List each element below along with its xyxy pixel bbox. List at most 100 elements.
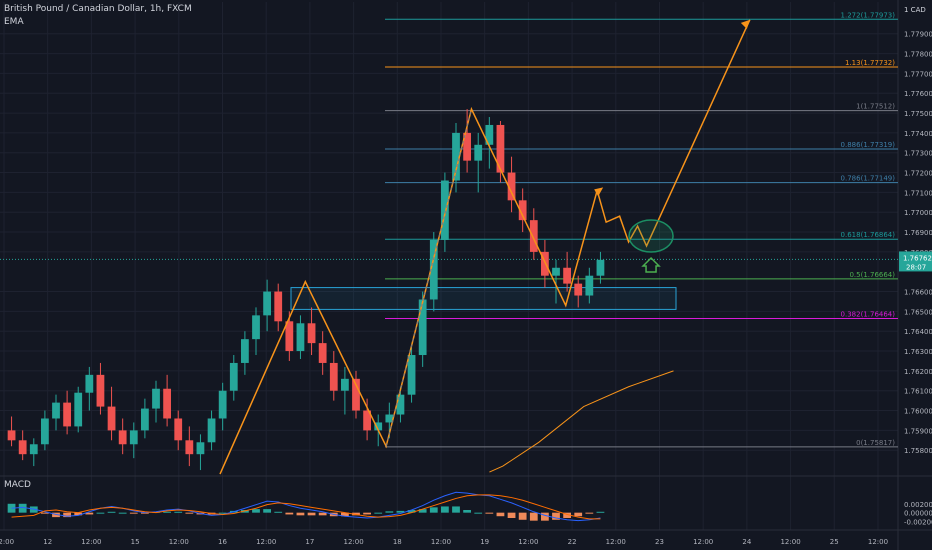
time-tick: 12:00 (256, 538, 276, 546)
candle-body (552, 267, 560, 276)
candle-body (352, 378, 360, 411)
macd-histogram-bar (429, 507, 438, 513)
time-tick: 12:00 (518, 538, 538, 546)
candle-body (596, 259, 605, 276)
price-tick: 1.75900 (904, 427, 932, 435)
candle-body (63, 402, 71, 427)
candle-body (18, 440, 27, 455)
time-tick: 15 (131, 538, 140, 546)
macd-tick: 0.00000 (904, 510, 932, 518)
macd-histogram-bar (85, 512, 94, 515)
fib-label: 1.13(1.77732) (845, 59, 895, 67)
candle-body (207, 418, 216, 443)
pattern-arrowhead (594, 187, 604, 197)
macd-histogram-bar (274, 511, 283, 513)
time-tick: 12:00 (169, 538, 189, 546)
forecast-line (596, 19, 751, 248)
fib-label: 0(1.75817) (856, 439, 895, 447)
candle-body (329, 362, 338, 391)
candle-body (163, 388, 171, 419)
time-tick: 17 (305, 538, 314, 546)
price-tick: 1.76500 (904, 308, 932, 316)
candle-body (418, 299, 427, 356)
candle-body (285, 321, 294, 352)
candle-body (41, 418, 49, 445)
macd-histogram-bar (41, 512, 49, 514)
candle-body (441, 180, 449, 240)
macd-histogram-bar (563, 512, 571, 518)
price-tick: 1.77000 (904, 209, 932, 217)
candle-body (174, 418, 183, 441)
candle-body (318, 343, 327, 363)
macd-histogram-bar (552, 512, 560, 520)
candle-body (196, 442, 205, 455)
ema-line (489, 370, 674, 473)
candle-body (29, 444, 38, 455)
time-tick: 22 (568, 538, 577, 546)
price-tick: 1.77300 (904, 150, 932, 158)
fib-label: 1.272(1.77973) (841, 11, 896, 19)
candle-body (107, 406, 116, 431)
candle-body (96, 374, 105, 407)
macd-histogram-bar (585, 512, 594, 514)
price-unit-label: 1 CAD (904, 6, 926, 14)
time-tick: 25 (830, 538, 839, 546)
candle-body (85, 374, 94, 393)
macd-histogram-bar (518, 512, 527, 520)
price-tick: 1.77500 (904, 110, 932, 118)
macd-histogram-bar (496, 512, 505, 517)
macd-histogram-bar (252, 509, 260, 513)
macd-histogram-bar (507, 512, 516, 518)
target-marker (628, 219, 674, 273)
symbol-title: British Pound / Canadian Dollar, 1h, FXC… (4, 4, 192, 14)
price-tick: 1.76200 (904, 368, 932, 376)
candle-body (485, 124, 494, 145)
macd-histogram-bar (474, 512, 483, 514)
macd-histogram-bar (529, 512, 538, 521)
time-tick: 12:00 (868, 538, 888, 546)
candle-body (307, 323, 316, 344)
time-tick: 12 (43, 538, 52, 546)
price-tick: 1.76000 (904, 408, 932, 416)
countdown-label: 28:07 (906, 263, 926, 271)
candle-body (152, 388, 160, 409)
macd-histogram-bar (263, 509, 271, 513)
price-tick: 1.77700 (904, 70, 932, 78)
fib-label: 0.618(1.76864) (841, 231, 896, 239)
candle-body (585, 275, 594, 296)
time-tick: 16 (218, 538, 227, 546)
macd-histogram-bar (541, 512, 549, 521)
candle-body (74, 392, 83, 427)
candle-body (574, 283, 583, 296)
zone-rect (290, 287, 677, 310)
macd-histogram-bar (452, 506, 460, 513)
price-tick: 1.77400 (904, 130, 932, 138)
price-tick: 1.77900 (904, 31, 932, 39)
macd-tick: 0.00200 (904, 501, 932, 509)
macd-histogram-bar (385, 511, 394, 513)
candle-body (252, 315, 260, 340)
candle-body (518, 200, 527, 221)
macd-tick: -0.00200 (904, 519, 932, 527)
candle-body (563, 267, 571, 284)
candle-body (507, 172, 516, 201)
macd-label[interactable]: MACD (4, 480, 31, 490)
time-tick: 19 (480, 538, 489, 546)
macd-histogram-bar (396, 510, 405, 513)
time-tick: 12:00 (81, 538, 101, 546)
indicator-ema-label[interactable]: EMA (4, 17, 24, 27)
time-tick: 12:00 (343, 538, 363, 546)
macd-histogram-bar (163, 511, 171, 513)
macd-histogram-bar (418, 509, 427, 513)
price-axis[interactable]: 1 CAD 1.77900 1.77800 1.77700 1.77600 1.77500… (899, 6, 932, 455)
time-tick: 24 (742, 538, 751, 546)
candle-body (407, 355, 416, 395)
macd-histogram-bar (341, 512, 349, 517)
time-axis[interactable]: 12:00 12 12:00 15 12:00 16 12:00 17 12:00 18 12:00… (0, 538, 888, 546)
candle-body (341, 378, 349, 391)
macd-histogram-bar (74, 512, 83, 516)
price-tick: 1.76900 (904, 229, 932, 237)
